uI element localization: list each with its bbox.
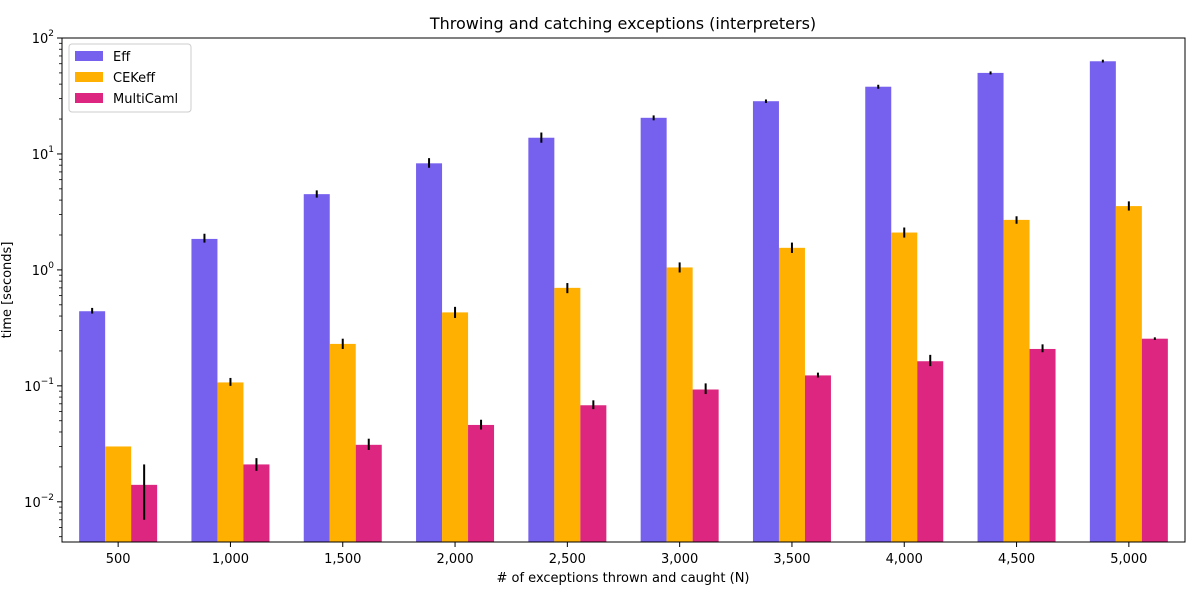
bar-cekeff-2 [329,343,356,542]
legend-swatch-multicaml [75,93,103,103]
bar-multicaml-2 [355,444,382,542]
axes: 10−2 10−1 100 101 102 500 1,000 1,500 2,000 2,500… [24,29,1186,567]
bar-eff-2 [303,194,330,542]
bar-cekeff-9 [1115,206,1142,542]
x-tick-label: 4,000 [886,552,923,567]
y-tick-label: 101 [32,145,54,163]
y-tick-label: 10−1 [24,377,54,395]
bar-cekeff-0 [105,446,132,542]
x-tick-label: 3,500 [773,552,810,567]
bar-cekeff-3 [442,312,469,542]
legend: Eff CEKeff MultiCaml [68,43,192,113]
bar-cekeff-5 [666,267,693,542]
bar-multicaml-5 [692,389,719,542]
plot-area [79,59,1168,543]
x-tick-label: 2,500 [549,552,586,567]
y-tick-label: 100 [32,261,55,279]
bar-eff-4 [528,137,555,542]
x-tick-label: 3,000 [661,552,698,567]
legend-swatch-eff [75,51,103,61]
bar-cekeff-7 [891,232,918,543]
x-axis-label: # of exceptions thrown and caught (N) [496,571,749,586]
x-tick-label: 5,000 [1110,552,1147,567]
y-axis-label: time [seconds] [0,242,15,339]
bar-eff-8 [977,72,1004,542]
bar-eff-7 [865,86,892,543]
axes-frame [61,37,1186,543]
legend-label-cekeff: CEKeff [113,71,156,86]
x-tick-label: 500 [106,552,131,567]
chart-title: Throwing and catching exceptions (interp… [429,14,816,33]
bar-multicaml-8 [1029,348,1056,542]
bar-cekeff-6 [778,247,805,542]
bar-multicaml-9 [1141,338,1168,542]
bar-eff-0 [79,311,106,542]
x-tick-label: 4,500 [998,552,1035,567]
bar-eff-5 [640,117,667,543]
bar-cekeff-4 [554,287,581,542]
x-tick-label: 1,500 [324,552,361,567]
x-tick-label: 1,000 [212,552,249,567]
bar-multicaml-3 [468,424,495,542]
bar-eff-1 [191,238,218,542]
bar-multicaml-1 [243,464,270,542]
legend-swatch-cekeff [75,72,103,82]
bar-cekeff-8 [1003,219,1030,542]
x-tick-label: 2,000 [436,552,473,567]
bar-eff-6 [752,101,779,543]
bar-multicaml-6 [804,375,831,542]
y-tick-label: 102 [32,29,54,47]
legend-label-multicaml: MultiCaml [113,92,178,107]
bar-eff-3 [416,163,443,542]
bar-eff-9 [1089,61,1116,543]
y-tick-label: 10−2 [24,493,54,511]
bar-multicaml-7 [917,361,944,542]
bar-cekeff-1 [217,382,244,542]
bar-multicaml-4 [580,405,607,542]
legend-label-eff: Eff [113,50,131,65]
